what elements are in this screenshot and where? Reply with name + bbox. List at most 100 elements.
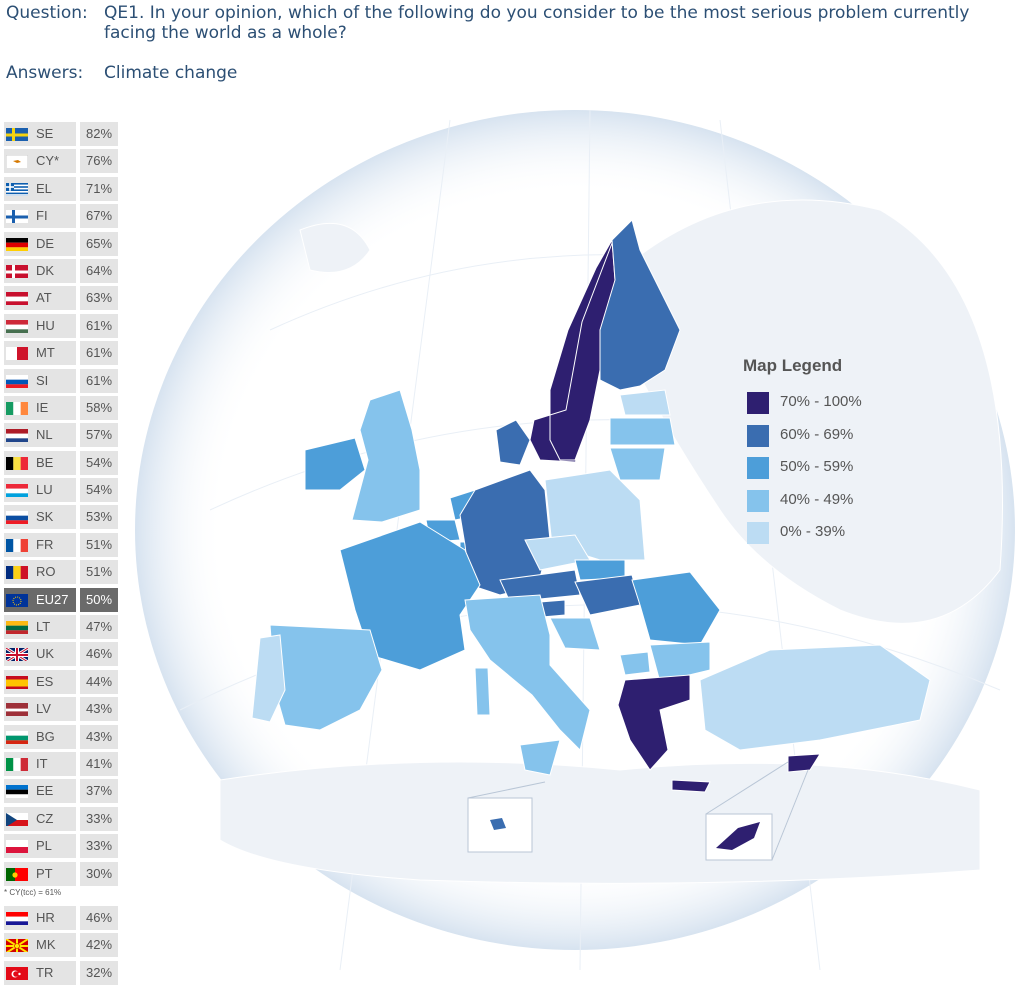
flag-si-icon <box>6 374 28 388</box>
percentage-value: 53% <box>86 509 113 525</box>
country-cell: DE <box>4 231 76 256</box>
value-cell: 67% <box>80 204 118 229</box>
country-cell: LV <box>4 697 76 722</box>
country-cell: FR <box>4 532 76 557</box>
percentage-value: 43% <box>86 728 113 744</box>
country-cell: LU <box>4 478 76 503</box>
percentage-value: 51% <box>86 564 113 580</box>
country-mk <box>619 651 651 676</box>
percentage-value: 65% <box>86 235 113 251</box>
country-code: NL <box>36 427 53 443</box>
flag-el-icon <box>6 182 28 196</box>
value-cell: 53% <box>80 505 118 530</box>
value-cell: 76% <box>80 149 118 174</box>
flag-mt-icon <box>6 346 28 361</box>
table-row-mt: MT 61% <box>4 341 118 368</box>
table-row-nl: NL 57% <box>4 423 118 450</box>
country-code: PL <box>36 838 52 854</box>
legend-items: 70% - 100% 60% - 69% 50% - 59% 40% - 49%… <box>743 388 903 551</box>
value-cell: 33% <box>80 806 118 831</box>
table-row-it: IT 41% <box>4 751 118 779</box>
value-cell: 46% <box>80 642 118 667</box>
flag-at-icon <box>6 291 28 306</box>
percentage-value: 67% <box>86 208 113 224</box>
country-cell: EU27 <box>4 587 76 612</box>
country-cell: AT <box>4 286 76 311</box>
country-code: HU <box>36 317 55 333</box>
country-code: EU27 <box>36 591 69 607</box>
percentage-value: 61% <box>86 372 113 388</box>
value-cell: 51% <box>80 560 118 585</box>
table-row-ie: IE 58% <box>4 395 118 423</box>
value-cell: 32% <box>80 960 118 985</box>
table-row-lt: LT 47% <box>4 615 118 642</box>
country-code: LU <box>36 482 53 498</box>
cyprus-inset <box>705 761 809 861</box>
legend-label: 40% - 49% <box>780 490 854 508</box>
country-ie <box>304 437 366 491</box>
country-cell: PL <box>4 834 76 859</box>
table-row-fr: FR 51% <box>4 532 118 560</box>
table-row-mk: MK 42% <box>4 933 118 960</box>
value-cell: 33% <box>80 834 118 859</box>
table-row-fi: FI 67% <box>4 204 118 231</box>
value-cell: 64% <box>80 258 118 283</box>
country-cell: MK <box>4 933 76 958</box>
country-code: ES <box>36 673 54 689</box>
value-cell: 57% <box>80 423 118 448</box>
table-row-eu: EU27 50% <box>4 587 118 615</box>
country-code: SK <box>36 509 54 525</box>
country-code: RO <box>36 564 56 580</box>
country-code: SE <box>36 126 54 141</box>
percentage-value: 46% <box>86 646 113 662</box>
table-row-cy: CY* 76% <box>4 149 118 176</box>
country-ee <box>619 389 671 416</box>
percentage-value: 51% <box>86 536 113 552</box>
legend-item: 50% - 59% <box>743 453 903 486</box>
legend-title: Map Legend <box>743 356 843 375</box>
legend-swatch <box>747 457 769 479</box>
table-row-dk: DK 64% <box>4 258 118 286</box>
flag-uk-icon <box>6 647 28 662</box>
percentage-value: 61% <box>86 345 113 361</box>
percentage-value: 33% <box>86 810 113 826</box>
flag-fi-icon <box>6 209 28 224</box>
table-row-hr: HR 46% <box>4 906 118 933</box>
table-row-es: ES 44% <box>4 669 118 697</box>
table-row-se: SE 82% <box>4 122 118 149</box>
table-row-uk: UK 46% <box>4 642 118 669</box>
country-cell: EL <box>4 176 76 201</box>
flag-fr-icon <box>6 538 28 552</box>
country-code: CY* <box>36 153 60 169</box>
non-eu-land <box>219 199 1003 884</box>
value-cell: 54% <box>80 478 118 503</box>
value-cell: 42% <box>80 933 118 958</box>
flag-lv-icon <box>6 702 28 717</box>
country-code: UK <box>36 646 55 662</box>
country-lt <box>609 447 666 481</box>
legend-swatch <box>747 424 769 447</box>
europe-map <box>135 109 1015 971</box>
legend-label: 0% - 39% <box>780 523 846 540</box>
flag-ee-icon <box>6 784 28 799</box>
country-tr <box>699 644 931 751</box>
map-legend: Map Legend 70% - 100% 60% - 69% 50% - 59… <box>743 356 903 551</box>
country-code: EE <box>36 783 54 799</box>
flag-be-icon <box>6 456 28 470</box>
country-dk <box>495 419 531 466</box>
country-cell: PT <box>4 861 76 886</box>
answers-label: Answers: <box>6 63 84 83</box>
flag-lt-icon <box>6 620 28 635</box>
table-row-ee: EE 37% <box>4 779 118 806</box>
country-cell: CY* <box>4 149 76 174</box>
value-cell: 47% <box>80 615 118 640</box>
table-row-si: SI 61% <box>4 368 118 396</box>
table-row-be: BE 54% <box>4 450 118 478</box>
table-row-de: DE 65% <box>4 231 118 259</box>
country-cell: SI <box>4 368 76 393</box>
table-row-sk: SK 53% <box>4 505 118 532</box>
country-code: EL <box>36 180 52 196</box>
country-code: BG <box>36 728 55 744</box>
country-code: CZ <box>36 810 54 826</box>
country-cell: IE <box>4 395 76 420</box>
